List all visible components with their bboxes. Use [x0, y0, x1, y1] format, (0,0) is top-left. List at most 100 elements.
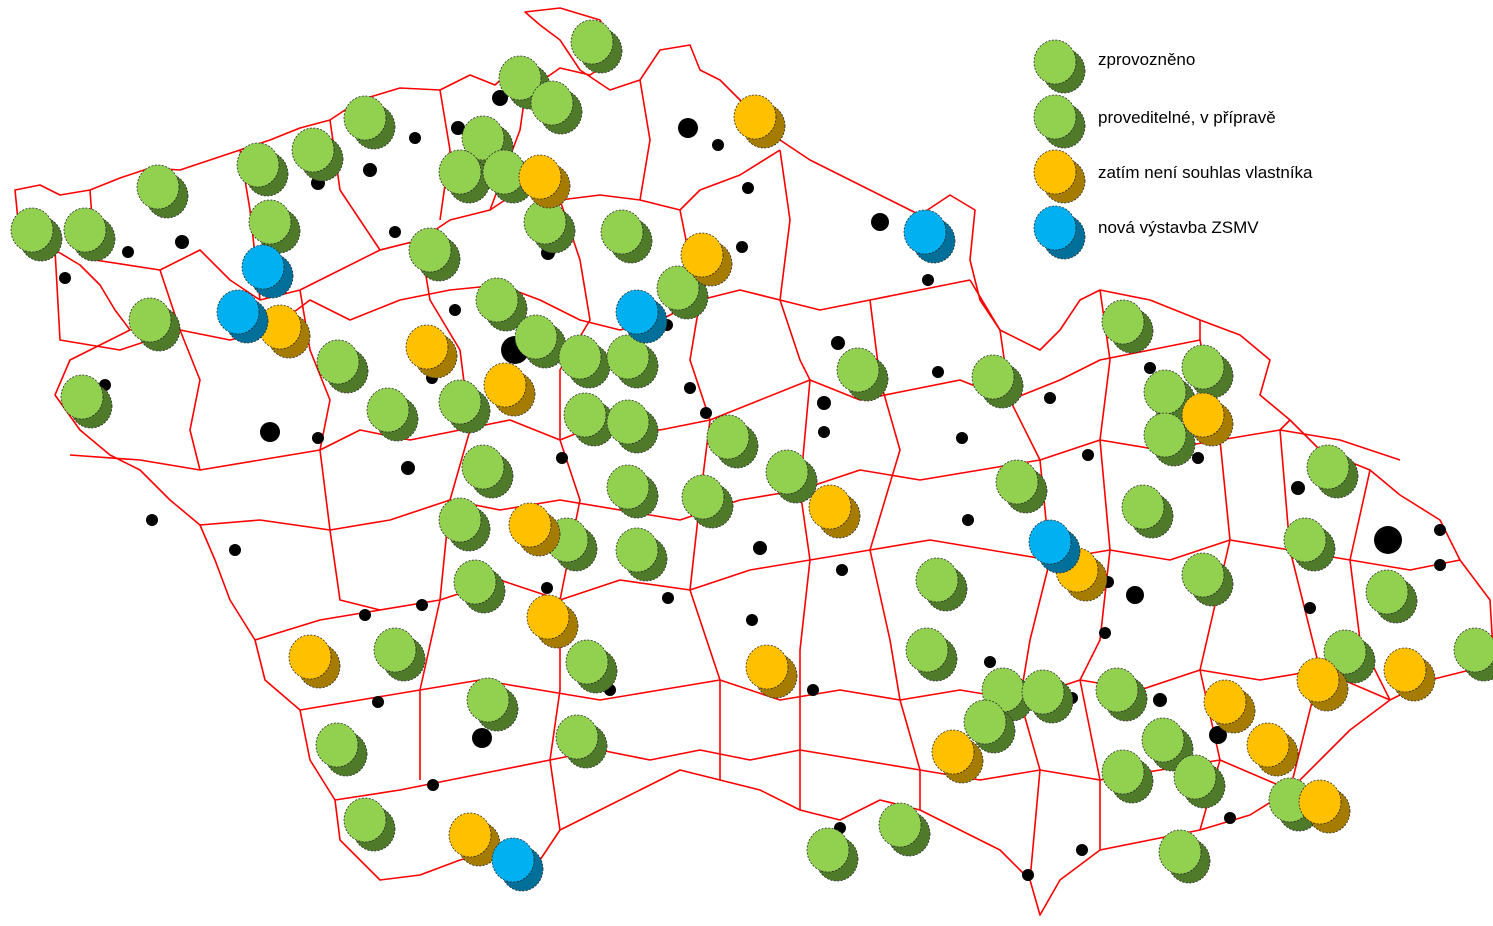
green-marker — [963, 699, 1016, 754]
legend-icon-green — [1033, 39, 1086, 94]
green-marker — [1121, 484, 1174, 539]
blue-marker — [615, 289, 668, 344]
green-marker — [1095, 667, 1148, 722]
orange-marker — [1246, 722, 1299, 777]
green-marker — [1173, 754, 1226, 809]
district-border — [299, 289, 381, 611]
green-marker — [482, 149, 535, 204]
district-border — [254, 539, 1461, 641]
orange-marker — [1296, 657, 1349, 712]
green-marker — [1158, 829, 1211, 884]
orange-marker — [1181, 392, 1234, 447]
green-marker — [1181, 344, 1234, 399]
green-marker — [315, 722, 368, 777]
green-marker — [523, 199, 576, 254]
green-marker — [1143, 412, 1196, 467]
legend-label-new-construction: nová výstavba ZSMV — [1098, 218, 1259, 237]
green-marker — [565, 639, 618, 694]
legend — [1033, 39, 1086, 260]
district-border — [419, 239, 471, 780]
green-marker — [453, 559, 506, 614]
green-marker — [1306, 444, 1359, 499]
green-marker — [136, 164, 189, 219]
orange-marker — [1203, 679, 1256, 734]
green-marker — [706, 414, 759, 469]
green-marker — [60, 374, 113, 429]
legend-icon-blue — [1033, 205, 1086, 260]
legend-label-no-owner-consent: zatím není souhlas vlastníka — [1098, 163, 1313, 182]
green-marker — [555, 714, 608, 769]
green-marker — [236, 142, 289, 197]
orange-marker — [258, 304, 311, 359]
orange-marker — [1298, 779, 1351, 834]
district-border — [1199, 320, 1231, 831]
district-border — [1349, 469, 1391, 701]
green-marker — [681, 474, 734, 529]
green-marker — [63, 207, 116, 262]
green-marker — [836, 347, 889, 402]
green-marker — [366, 387, 419, 442]
district-border — [439, 89, 451, 221]
green-marker — [915, 557, 968, 612]
green-marker — [408, 227, 461, 282]
orange-marker — [733, 94, 786, 149]
district-border — [549, 199, 591, 831]
blue-marker — [903, 209, 956, 264]
orange-marker — [405, 324, 458, 379]
country-outline — [14, 7, 1493, 916]
green-marker — [971, 354, 1024, 409]
green-marker — [1101, 749, 1154, 804]
legend-icon-orange — [1033, 149, 1086, 204]
orange-marker — [483, 362, 536, 417]
district-border — [159, 269, 201, 471]
district-border — [69, 339, 1201, 471]
district-border — [639, 79, 651, 201]
green-marker — [606, 334, 659, 389]
green-marker — [1365, 569, 1418, 624]
orange-marker — [518, 154, 571, 209]
blue-marker — [216, 289, 269, 344]
green-marker — [606, 399, 659, 454]
green-marker — [1453, 627, 1493, 682]
orange-marker — [680, 232, 733, 287]
green-marker — [514, 314, 567, 369]
green-marker — [291, 127, 344, 182]
green-marker — [558, 334, 611, 389]
green-marker — [128, 297, 181, 352]
green-marker — [1101, 299, 1154, 354]
green-marker — [530, 80, 583, 135]
blue-marker — [1028, 519, 1081, 574]
green-marker — [343, 797, 396, 852]
green-marker — [600, 209, 653, 264]
green-marker — [563, 392, 616, 447]
green-marker — [656, 265, 709, 320]
green-marker — [438, 497, 491, 552]
green-marker — [373, 627, 426, 682]
marker-layer — [10, 19, 1493, 892]
district-border — [1079, 289, 1111, 850]
green-marker — [1283, 517, 1336, 572]
green-marker — [316, 339, 369, 394]
green-marker — [905, 627, 958, 682]
green-marker — [615, 527, 668, 582]
green-marker — [1323, 629, 1376, 684]
green-marker — [461, 444, 514, 499]
green-marker — [466, 677, 519, 732]
green-marker — [606, 464, 659, 519]
orange-marker — [526, 594, 579, 649]
blue-marker — [241, 244, 294, 299]
green-marker — [248, 199, 301, 254]
green-marker — [1181, 552, 1234, 607]
legend-label-operational: zprovozněno — [1098, 50, 1196, 69]
green-marker — [1021, 669, 1074, 724]
green-marker — [995, 459, 1048, 514]
orange-marker — [808, 484, 861, 539]
district-border — [779, 149, 811, 810]
orange-marker — [508, 502, 561, 557]
green-marker — [438, 379, 491, 434]
green-marker — [570, 19, 623, 74]
green-marker — [475, 277, 528, 332]
orange-marker — [1383, 647, 1436, 702]
green-marker — [878, 802, 931, 857]
